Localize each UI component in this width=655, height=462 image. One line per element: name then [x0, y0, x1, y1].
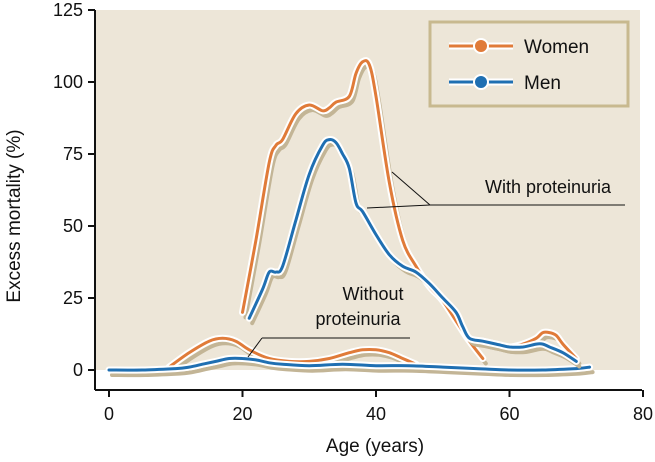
series-layer — [105, 57, 595, 378]
annotation-with-proteinuria: With proteinuria — [485, 177, 612, 197]
leader-without-men — [247, 337, 263, 358]
legend: Women Men — [428, 20, 630, 108]
tick-layer: 0 25 50 75 100 125 0 20 40 60 80 — [53, 0, 653, 424]
legend-marker-women — [473, 38, 489, 54]
annotation-proteinuria: proteinuria — [315, 309, 401, 329]
x-tick-label: 80 — [633, 404, 653, 424]
x-tick-label: 40 — [366, 404, 386, 424]
y-tick-label: 0 — [73, 360, 83, 380]
legend-label-women: Women — [524, 37, 589, 58]
x-tick-label: 20 — [232, 404, 252, 424]
legend-item-men: Men — [449, 73, 561, 94]
y-axis-title: Excess mortality (%) — [4, 129, 25, 302]
series-line-without-proteinuria-women — [167, 336, 418, 369]
series-shadow-without-proteinuria-men — [110, 361, 595, 378]
x-tick-label: 60 — [499, 404, 519, 424]
y-tick-label: 75 — [63, 144, 83, 164]
series-line-without-proteinuria-men — [107, 356, 592, 372]
annotation-leaders — [247, 171, 625, 358]
y-tick-label: 100 — [53, 72, 83, 92]
legend-item-women: Women — [449, 37, 589, 58]
x-axis-title: Age (years) — [326, 436, 424, 457]
leader-with-men — [366, 204, 431, 209]
annotation-without: Without — [342, 284, 403, 304]
legend-box — [428, 20, 630, 108]
series-line-with-proteinuria-men — [247, 137, 578, 363]
x-tick-label: 0 — [104, 404, 114, 424]
leader-with-women — [391, 171, 431, 206]
legend-label-men: Men — [524, 73, 561, 94]
y-tick-label: 25 — [63, 288, 83, 308]
y-tick-label: 125 — [53, 0, 83, 20]
legend-marker-men — [473, 74, 489, 90]
y-tick-label: 50 — [63, 216, 83, 236]
